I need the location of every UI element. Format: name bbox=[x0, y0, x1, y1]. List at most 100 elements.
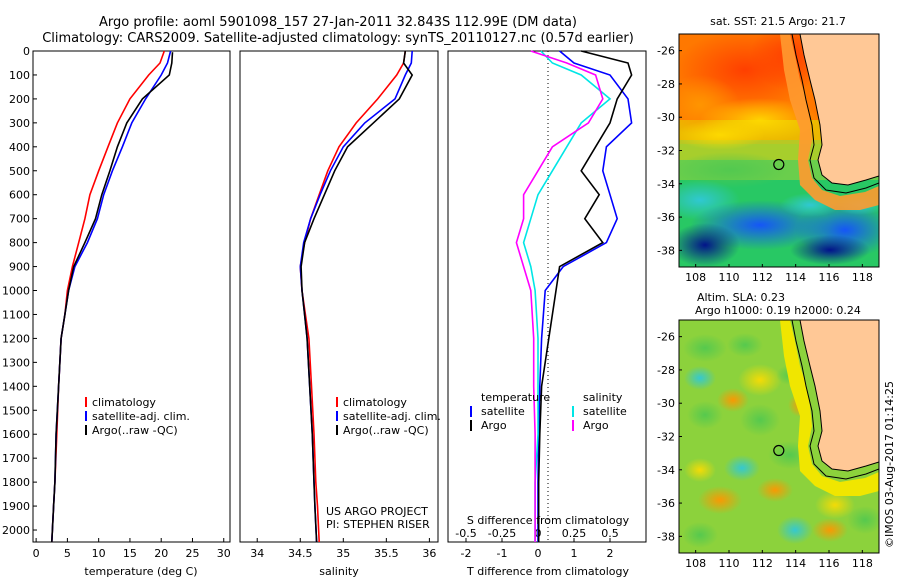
temperature-tick-label: 0 bbox=[33, 547, 40, 560]
depth-tick-label: 0 bbox=[23, 45, 30, 58]
s-difference-tick-label: -0.25 bbox=[488, 527, 516, 540]
sla-lat-tick-labels: -26 -28 -30 -32 -34 -36 -38 bbox=[657, 331, 682, 543]
project-annotation: US ARGO PROJECT bbox=[326, 505, 428, 518]
legend-t-satellite-label: satellite bbox=[481, 405, 525, 418]
depth-tick-label: 100 bbox=[9, 69, 30, 82]
legend-argo-label: Argo(..raw -QC) bbox=[343, 424, 429, 437]
depth-tick-label: 800 bbox=[9, 237, 30, 250]
legend-satellite-label: satellite-adj. clim. bbox=[343, 410, 441, 423]
temperature-tick-label: 15 bbox=[123, 547, 137, 560]
salinity-panel: 34 34.5 35 35.5 36 salinity climatology sate… bbox=[239, 50, 441, 578]
sst-lon-tick-labels: 108 110 112 114 116 118 bbox=[685, 264, 873, 284]
salinity-tick-label: 34 bbox=[250, 547, 264, 560]
copyright-footer: ©IMOS 03-Aug-2017 01:14:25 bbox=[883, 381, 896, 548]
s-difference-tick-label: 0.25 bbox=[562, 527, 587, 540]
lat-tick-label: -34 bbox=[657, 178, 675, 191]
salinity-tick-label: 35.5 bbox=[374, 547, 399, 560]
temperature-legend: climatology satellite-adj. clim. Argo(..… bbox=[85, 396, 190, 437]
lon-tick-label: 110 bbox=[719, 557, 740, 570]
depth-tick-label: 1800 bbox=[2, 476, 30, 489]
sla-map: Altim. SLA: 0.23 Argo h1000: 0.19 h2000:… bbox=[657, 291, 880, 570]
sla-map-title-line2: Argo h1000: 0.19 h2000: 0.24 bbox=[695, 304, 861, 317]
salinity-tick-labels: 34 34.5 35 35.5 36 bbox=[250, 538, 436, 560]
argo-float-marker bbox=[773, 158, 785, 171]
lon-tick-label: 108 bbox=[685, 271, 706, 284]
lon-tick-label: 118 bbox=[852, 557, 873, 570]
series-line-temperature-argo bbox=[537, 50, 633, 542]
sst-land bbox=[799, 34, 879, 186]
s-difference-tick-label: 0.5 bbox=[601, 527, 619, 540]
difference-panel: -2 -1 0 1 2 -0.5 -0.25 0 0.25 0.5 S difference f… bbox=[447, 50, 647, 578]
temperature-series bbox=[51, 50, 174, 543]
lat-tick-label: -30 bbox=[657, 111, 675, 124]
salinity-xlabel: salinity bbox=[319, 565, 359, 578]
lat-tick-label: -38 bbox=[657, 244, 675, 257]
sst-map-title: sat. SST: 21.5 Argo: 21.7 bbox=[710, 15, 846, 28]
depth-tick-label: 1500 bbox=[2, 404, 30, 417]
lon-tick-label: 118 bbox=[852, 271, 873, 284]
depth-tick-label: 500 bbox=[9, 165, 30, 178]
difference-axes-box bbox=[447, 50, 647, 543]
temperature-tick-label: 30 bbox=[217, 547, 231, 560]
depth-tick-label: 200 bbox=[9, 93, 30, 106]
t-difference-tick-label: -2 bbox=[461, 547, 472, 560]
t-difference-xlabel: T difference from climatology bbox=[466, 565, 629, 578]
argo-float-marker bbox=[773, 444, 785, 457]
legend-temperature-header: temperature bbox=[481, 391, 550, 404]
temperature-tick-label: 5 bbox=[64, 547, 71, 560]
legend-t-argo-label: Argo bbox=[481, 419, 507, 432]
sla-map-title-line1: Altim. SLA: 0.23 bbox=[697, 291, 785, 304]
legend-climatology-label: climatology bbox=[343, 396, 407, 409]
lon-tick-label: 114 bbox=[785, 271, 806, 284]
series-line-salinity-argo bbox=[515, 50, 604, 542]
depth-tick-label: 600 bbox=[9, 189, 30, 202]
depth-tick-labels: 0 100 200 300 400 500 600 700 800 900 1000 1100 1200… bbox=[2, 45, 37, 537]
temperature-tick-label: 20 bbox=[154, 547, 168, 560]
temperature-xlabel: temperature (deg C) bbox=[84, 565, 197, 578]
difference-legend: temperature satellite Argo salinity sate… bbox=[470, 391, 627, 432]
temperature-panel: 0100200300400500600700800900100011001200… bbox=[2, 45, 231, 578]
temperature-tick-label: 25 bbox=[185, 547, 199, 560]
t-difference-tick-label: -1 bbox=[497, 547, 508, 560]
lon-tick-label: 110 bbox=[719, 271, 740, 284]
lon-tick-label: 116 bbox=[819, 271, 840, 284]
t-difference-tick-label: 1 bbox=[571, 547, 578, 560]
legend-salinity-header: salinity bbox=[583, 391, 623, 404]
t-difference-tick-labels: -2 -1 0 1 2 bbox=[461, 538, 614, 560]
sst-field bbox=[679, 34, 879, 267]
depth-tick-label: 1000 bbox=[2, 285, 30, 298]
salinity-axes-box bbox=[239, 50, 439, 543]
lat-tick-label: -36 bbox=[657, 211, 675, 224]
sla-field bbox=[679, 320, 879, 553]
temperature-tick-label: 10 bbox=[92, 547, 106, 560]
lat-tick-label: -34 bbox=[657, 464, 675, 477]
depth-tick-label: 400 bbox=[9, 141, 30, 154]
t-difference-tick-label: 2 bbox=[607, 547, 614, 560]
figure-title-line1: Argo profile: aoml 5901098_157 27-Jan-20… bbox=[99, 15, 577, 30]
legend-argo-label: Argo(..raw -QC) bbox=[92, 424, 178, 437]
difference-series bbox=[515, 50, 633, 542]
lat-tick-label: -36 bbox=[657, 497, 675, 510]
lat-tick-label: -28 bbox=[657, 364, 675, 377]
depth-tick-label: 1900 bbox=[2, 500, 30, 513]
lat-tick-label: -26 bbox=[657, 331, 675, 344]
depth-tick-label: 1200 bbox=[2, 332, 30, 345]
sla-lon-tick-labels: 108 110 112 114 116 118 bbox=[685, 550, 873, 570]
series-line-argo-raw-qc bbox=[51, 52, 174, 543]
sst-map: sat. SST: 21.5 Argo: 21.7 bbox=[657, 15, 880, 284]
depth-tick-label: 700 bbox=[9, 213, 30, 226]
depth-tick-label: 1700 bbox=[2, 452, 30, 465]
sst-isobath bbox=[791, 34, 879, 194]
series-line-argo-raw-qc bbox=[300, 50, 414, 543]
s-difference-tick-label: -0.5 bbox=[455, 527, 476, 540]
figure-title-line2: Climatology: CARS2009. Satellite-adjuste… bbox=[42, 31, 634, 46]
sst-lat-tick-labels: -26 -28 -30 -32 -34 -36 -38 bbox=[657, 45, 682, 257]
lon-tick-label: 114 bbox=[785, 557, 806, 570]
lon-tick-label: 116 bbox=[819, 557, 840, 570]
legend-satellite-label: satellite-adj. clim. bbox=[92, 410, 190, 423]
depth-tick-label: 2000 bbox=[2, 524, 30, 537]
pi-annotation: PI: STEPHEN RISER bbox=[326, 518, 430, 531]
temperature-tick-labels: 0 5 10 15 20 25 30 bbox=[33, 538, 231, 560]
